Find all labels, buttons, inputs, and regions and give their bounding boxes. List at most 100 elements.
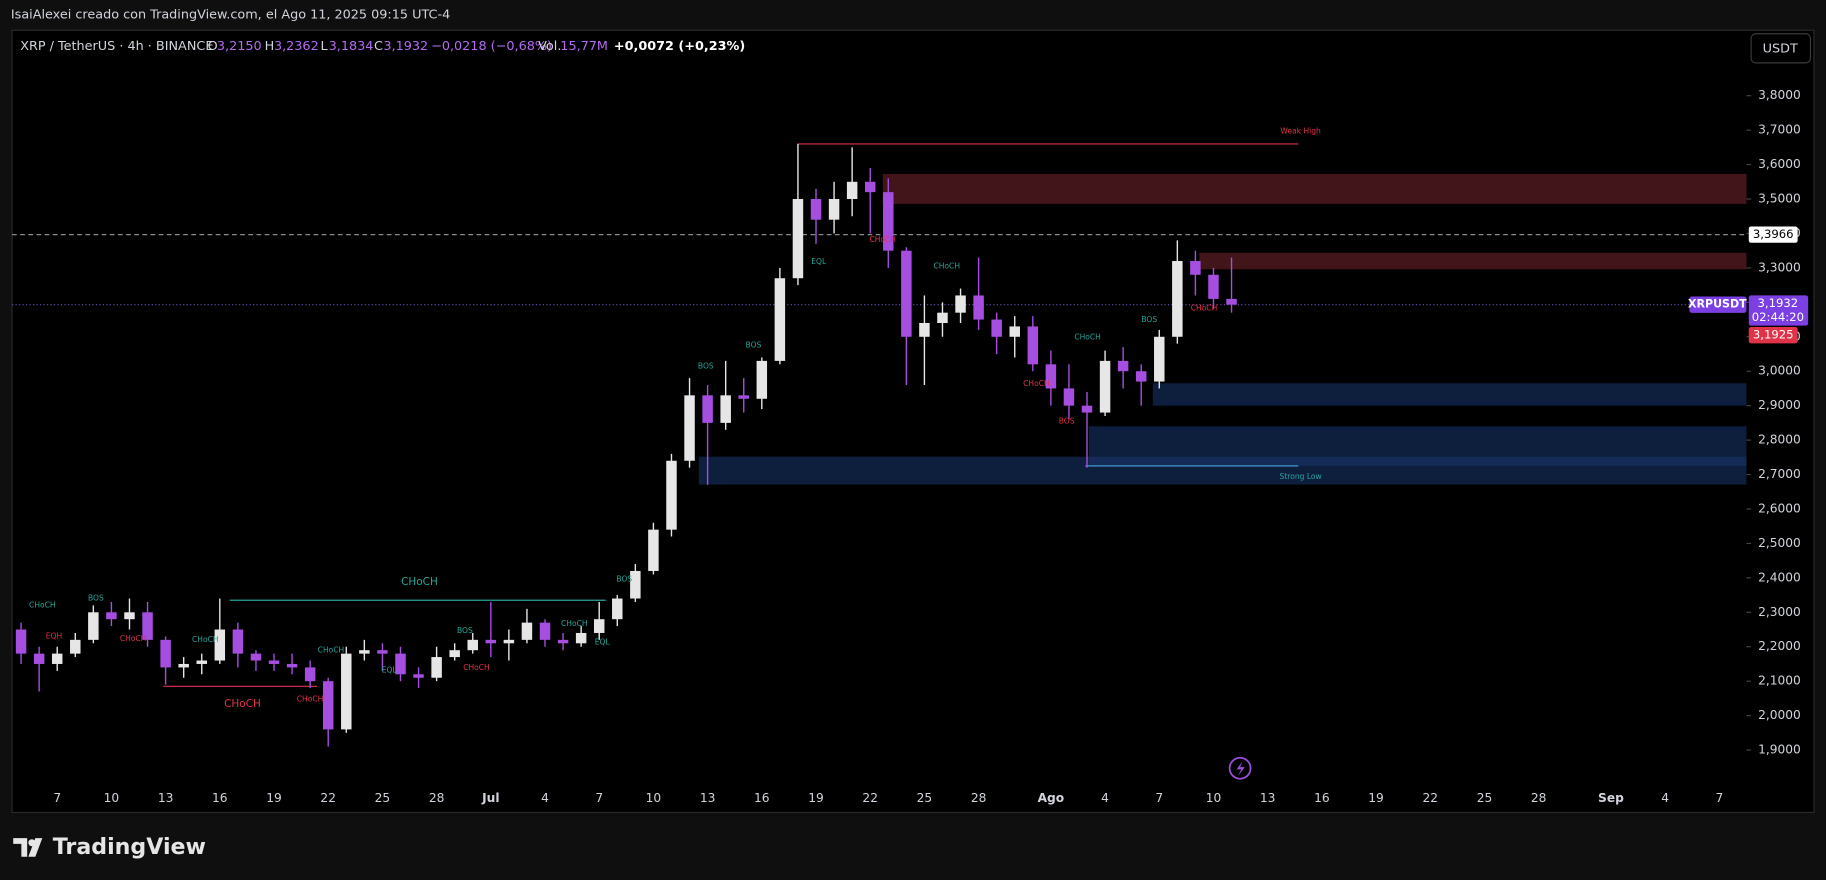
candle-body: [955, 295, 966, 313]
candle-body: [1009, 326, 1020, 337]
candle: [1172, 240, 1183, 344]
candle: [142, 601, 153, 647]
candle-body: [124, 612, 135, 620]
candle-body: [268, 660, 280, 664]
x-tick-label: 4: [541, 791, 549, 805]
structure-label: EQH: [46, 632, 62, 641]
candle-body: [1099, 360, 1111, 413]
structure-label: CHoCH: [561, 619, 588, 628]
candle-body: [160, 639, 171, 668]
x-tick-label: 7: [1715, 791, 1723, 805]
change-value: −0,0218 (−0,68%): [431, 39, 552, 54]
structure-label: CHoCH: [192, 635, 219, 644]
candle: [901, 247, 912, 385]
candle-body: [864, 181, 876, 193]
candle: [702, 384, 713, 485]
volume-label: Vol.: [538, 39, 561, 54]
candle-body: [106, 612, 117, 620]
candle-body: [467, 639, 478, 651]
candle: [1154, 329, 1165, 389]
structure-label: BOS: [616, 575, 632, 584]
structure-label: BOS: [88, 593, 104, 602]
candle: [612, 595, 623, 627]
y-tick-label: 3,8000: [1758, 88, 1801, 102]
candle-body: [1172, 261, 1183, 337]
replay-icon[interactable]: [1228, 756, 1252, 780]
candle-body: [846, 181, 858, 200]
logo-dot: [28, 839, 36, 847]
candle-body: [575, 632, 587, 644]
candle-body: [88, 612, 99, 640]
high-value: 3,2362: [274, 39, 319, 54]
x-tick-label: Sep: [1598, 791, 1624, 805]
x-tick-label: 28: [1531, 791, 1547, 805]
candle: [539, 619, 551, 647]
candle-body: [250, 653, 262, 661]
currency-button-label[interactable]: USDT: [1763, 41, 1798, 56]
currency-button-box[interactable]: [1750, 33, 1812, 64]
candle: [70, 632, 81, 658]
y-tick-label: 3,3000: [1758, 260, 1801, 274]
candle-body: [991, 319, 1002, 337]
structure-label: CHoCH: [463, 663, 490, 672]
candle: [521, 608, 533, 644]
candle-body: [702, 395, 713, 423]
y-tick-label: 2,0000: [1758, 708, 1801, 722]
candle: [196, 653, 207, 675]
candle: [955, 288, 966, 324]
y-tick-label: 2,5000: [1758, 536, 1801, 550]
candle-body: [539, 622, 551, 640]
lightning-bolt[interactable]: [1236, 761, 1245, 777]
candle: [178, 657, 189, 678]
candle: [51, 646, 63, 671]
candle: [286, 653, 298, 675]
candle: [359, 639, 370, 661]
y-tick-label: 2,3000: [1758, 605, 1801, 619]
zone: [1152, 383, 1747, 406]
structure-label: CHoCH: [224, 698, 261, 710]
structure-label: CHoCH: [1191, 303, 1218, 312]
symbol-tag: [1689, 296, 1747, 313]
candle: [322, 677, 334, 747]
y-tick-label: 2,8000: [1758, 433, 1801, 447]
candle: [846, 147, 858, 217]
candle: [1208, 267, 1219, 310]
x-tick-label: 4: [1101, 791, 1109, 805]
price-tag: [1748, 226, 1798, 243]
lightning-circle[interactable]: [1228, 756, 1252, 780]
candle: [720, 360, 731, 430]
x-tick-label: 22: [862, 791, 878, 805]
x-tick-label: 19: [808, 791, 824, 805]
candle: [1063, 364, 1075, 420]
candle-body: [774, 278, 786, 361]
candle-body: [431, 657, 442, 678]
candle-body: [15, 629, 27, 654]
candle: [557, 632, 569, 651]
bid-tag-label: 3,1925: [1753, 328, 1794, 342]
x-tick-label: 10: [1206, 791, 1222, 805]
candle-body: [1226, 298, 1237, 305]
countdown-label: 02:44:20: [1752, 310, 1804, 324]
open-value: 3,2150: [217, 39, 262, 54]
x-tick-label: Ago: [1038, 791, 1065, 805]
structure-label: CHoCH: [869, 235, 896, 244]
footer-logo: TradingView: [13, 834, 206, 860]
structure-label: BOS: [746, 341, 762, 350]
candle-body: [1117, 360, 1129, 372]
last-price-label: 3,1932: [1758, 296, 1799, 310]
candle-body: [1135, 371, 1147, 382]
candle: [467, 632, 478, 654]
x-tick-label: 16: [212, 791, 228, 805]
symbol-tag-label: XRPUSDT: [1688, 298, 1747, 311]
candle-body: [232, 629, 244, 654]
candle-body: [304, 667, 316, 682]
candle: [124, 598, 135, 630]
candle-body: [341, 653, 352, 730]
x-tick-label: 13: [1260, 791, 1276, 805]
candle: [304, 660, 316, 689]
x-tick-label: 25: [917, 791, 933, 805]
candle-body: [395, 653, 406, 675]
currency-button[interactable]: USDT: [1750, 33, 1812, 64]
x-tick-label: 4: [1661, 791, 1669, 805]
